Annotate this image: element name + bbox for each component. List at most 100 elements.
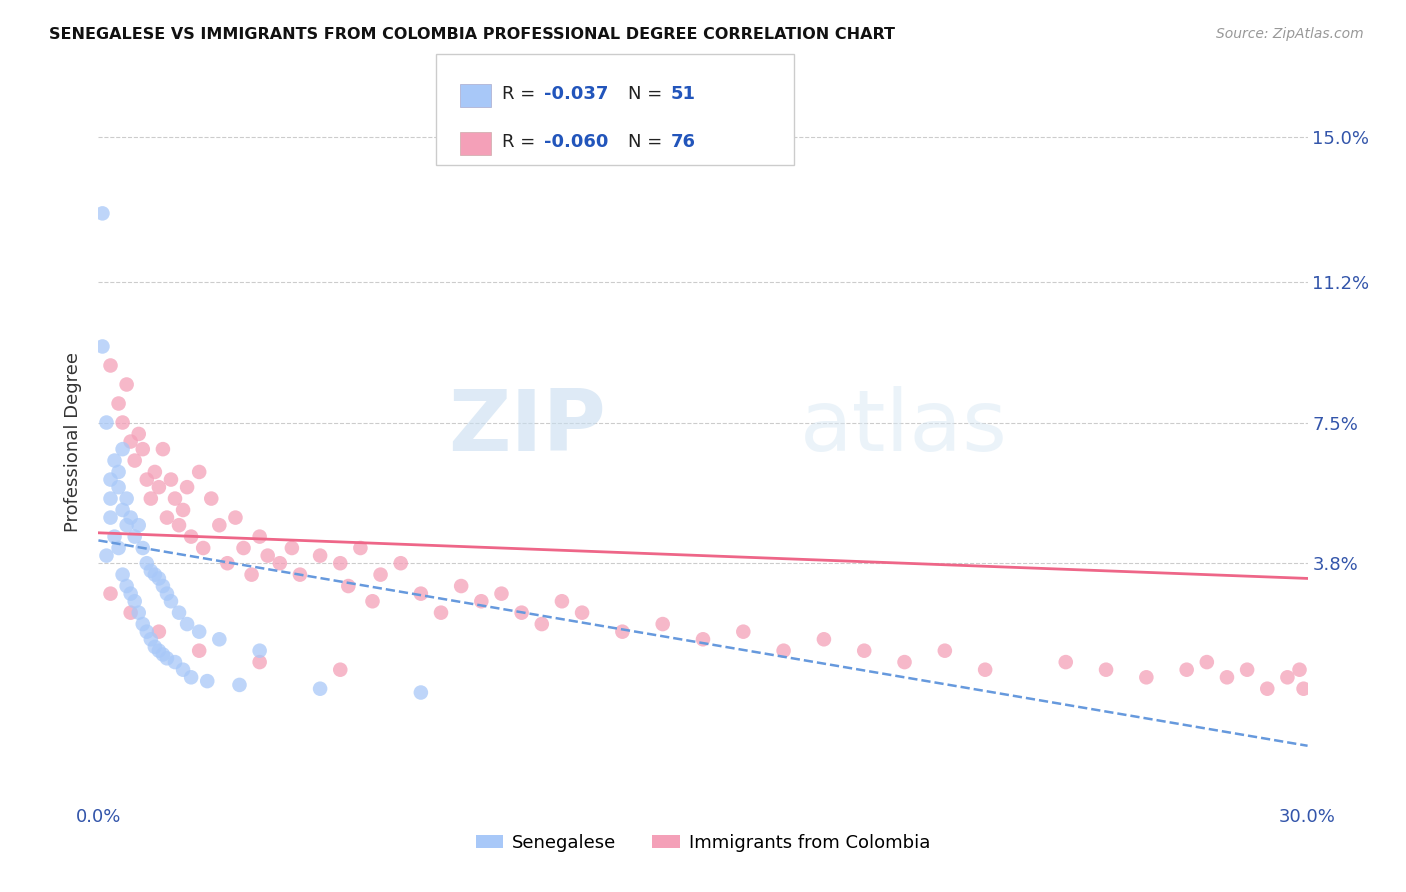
Point [240, 567, 263, 582]
Point [100, 359, 122, 373]
Point [217, 556, 239, 570]
Text: Source: ZipAtlas.com: Source: ZipAtlas.com [1216, 27, 1364, 41]
Point [91, 339, 114, 353]
Point [176, 480, 198, 494]
Point [208, 632, 231, 647]
Point [152, 579, 174, 593]
Point [510, 606, 533, 620]
Point [143, 640, 166, 654]
Point [100, 473, 122, 487]
Point [1175, 663, 1198, 677]
Point [107, 541, 129, 555]
Point [139, 632, 162, 647]
Point [370, 567, 392, 582]
Point [132, 442, 155, 457]
Point [1236, 663, 1258, 677]
Point [176, 617, 198, 632]
Point [128, 606, 150, 620]
Point [188, 624, 211, 639]
Point [124, 594, 146, 608]
Point [172, 503, 194, 517]
Point [349, 541, 371, 555]
Text: R =: R = [502, 85, 541, 103]
Point [571, 606, 593, 620]
Point [167, 606, 190, 620]
Point [974, 663, 997, 677]
Point [853, 643, 876, 657]
Point [103, 530, 125, 544]
Point [128, 518, 150, 533]
Legend: Senegalese, Immigrants from Colombia: Senegalese, Immigrants from Colombia [468, 826, 938, 859]
Point [269, 556, 291, 570]
Point [228, 678, 250, 692]
Point [733, 624, 755, 639]
Point [96, 416, 118, 430]
Point [100, 510, 122, 524]
Text: atlas: atlas [800, 385, 1008, 468]
Point [163, 655, 186, 669]
Point [430, 606, 453, 620]
Point [115, 377, 138, 392]
Point [1195, 655, 1218, 669]
Point [120, 587, 142, 601]
Point [172, 663, 194, 677]
Point [200, 491, 222, 506]
Point [139, 491, 162, 506]
Point [148, 480, 170, 494]
Point [409, 685, 432, 699]
Point [309, 549, 332, 563]
Text: 51: 51 [671, 85, 696, 103]
Point [111, 567, 134, 582]
Point [132, 617, 155, 632]
Point [124, 530, 146, 544]
Point [160, 473, 183, 487]
Point [208, 518, 231, 533]
Point [160, 594, 183, 608]
Point [120, 606, 142, 620]
Point [281, 541, 304, 555]
Point [148, 571, 170, 585]
Point [361, 594, 384, 608]
Point [111, 442, 134, 457]
Point [551, 594, 574, 608]
Text: 76: 76 [671, 133, 696, 151]
Point [135, 624, 157, 639]
Point [100, 587, 122, 601]
Point [934, 643, 956, 657]
Point [1135, 670, 1157, 684]
Point [329, 556, 352, 570]
Point [148, 624, 170, 639]
Point [96, 549, 118, 563]
Point [143, 567, 166, 582]
Point [288, 567, 311, 582]
Point [143, 465, 166, 479]
Point [91, 206, 114, 220]
Point [135, 473, 157, 487]
Point [491, 587, 513, 601]
Text: -0.060: -0.060 [544, 133, 609, 151]
Point [1216, 670, 1239, 684]
Point [156, 587, 179, 601]
Point [115, 491, 138, 506]
Text: N =: N = [628, 133, 668, 151]
Point [389, 556, 412, 570]
Point [103, 453, 125, 467]
Point [111, 416, 134, 430]
Point [1292, 681, 1315, 696]
Point [249, 643, 271, 657]
Point [152, 648, 174, 662]
Point [100, 491, 122, 506]
Point [120, 510, 142, 524]
Point [124, 453, 146, 467]
Point [107, 465, 129, 479]
Point [107, 480, 129, 494]
Point [651, 617, 673, 632]
Point [139, 564, 162, 578]
Point [163, 491, 186, 506]
Point [329, 663, 352, 677]
Point [180, 670, 202, 684]
Point [156, 651, 179, 665]
Point [232, 541, 254, 555]
Point [111, 503, 134, 517]
Point [309, 681, 332, 696]
